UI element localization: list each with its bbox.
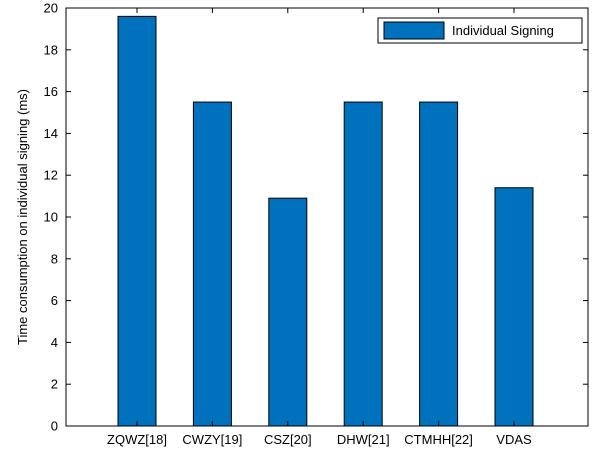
- y-tick-label: 4: [51, 335, 58, 350]
- x-tick-label: DHW[21]: [337, 432, 390, 447]
- bar: [117, 15, 157, 427]
- y-tick-label: 18: [44, 42, 58, 57]
- y-tick-label: 2: [51, 377, 58, 392]
- y-tick-label: 14: [44, 126, 58, 141]
- x-axis-ticks: ZQWZ[18] CWZY[19] CSZ[20] DHW[21] CTMHH[22] V…: [107, 8, 532, 447]
- bar: [268, 197, 308, 427]
- legend-label: Individual Signing: [452, 23, 554, 38]
- bar: [343, 101, 383, 427]
- y-tick-label: 0: [51, 419, 58, 434]
- bar: [192, 101, 232, 427]
- bar: [419, 101, 459, 427]
- y-axis-title: Time consumption on individual signing (…: [15, 89, 30, 345]
- bar: [494, 187, 534, 427]
- x-tick-label: CTMHH[22]: [404, 432, 473, 447]
- y-tick-label: 20: [44, 1, 58, 16]
- x-tick-label: CWZY[19]: [182, 432, 242, 447]
- legend-swatch: [383, 21, 445, 40]
- x-tick-label: VDAS: [496, 432, 532, 447]
- bars-group: [117, 15, 534, 427]
- y-tick-label: 6: [51, 293, 58, 308]
- x-tick-label: ZQWZ[18]: [107, 432, 167, 447]
- legend: Individual Signing: [377, 17, 583, 44]
- y-axis-ticks: 0 2 4 6 8 10 12 14 16 18 20: [44, 1, 588, 434]
- y-tick-label: 16: [44, 84, 58, 99]
- x-tick-label: CSZ[20]: [264, 432, 312, 447]
- y-tick-label: 12: [44, 168, 58, 183]
- y-tick-label: 8: [51, 251, 58, 266]
- y-tick-label: 10: [44, 210, 58, 225]
